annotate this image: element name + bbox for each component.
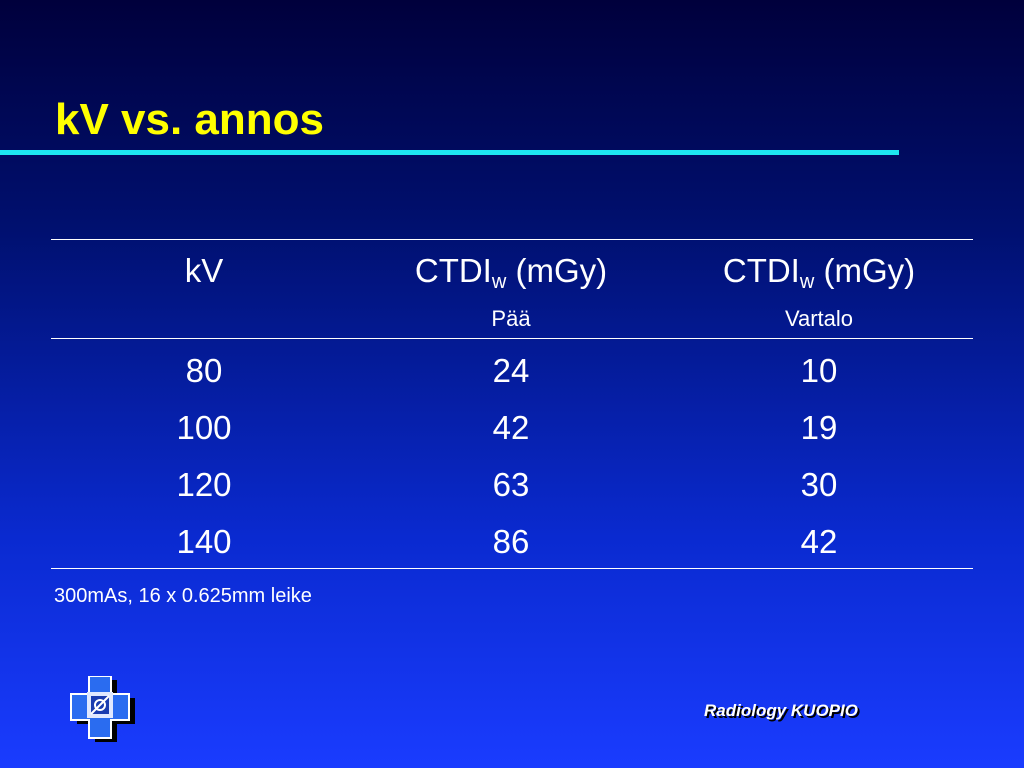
header-ctdi-subscript: w bbox=[491, 271, 507, 293]
cell-ctdi-body: 10 bbox=[800, 352, 838, 389]
table-row: 140 86 42 bbox=[51, 513, 973, 571]
cell-ctdi-body: 42 bbox=[800, 523, 838, 560]
table-header-row: kV CTDIw (mGy) Pää CTDIw (mGy) Vartalo bbox=[51, 240, 973, 338]
cell-kv: 80 bbox=[185, 352, 223, 389]
title-underline bbox=[0, 150, 899, 155]
header-ctdi-label: CTDI bbox=[722, 252, 800, 289]
header-ctdi-subtitle: Vartalo bbox=[784, 306, 854, 331]
cell-ctdi-body: 19 bbox=[800, 409, 838, 446]
slide-title: kV vs. annos bbox=[55, 95, 325, 144]
table-top-rule bbox=[51, 239, 973, 240]
header-ctdi-subscript: w bbox=[799, 271, 815, 293]
cell-ctdi-head: 24 bbox=[492, 352, 530, 389]
table-row: 100 42 19 bbox=[51, 399, 973, 457]
table-footnote: 300mAs, 16 x 0.625mm leike bbox=[54, 585, 312, 607]
cell-kv: 100 bbox=[176, 409, 232, 446]
cell-kv: 140 bbox=[176, 523, 232, 560]
header-ctdi-subtitle: Pää bbox=[491, 306, 531, 331]
table-body: 80 24 10 100 42 19 120 63 30 140 86 42 bbox=[51, 339, 973, 568]
table-row: 120 63 30 bbox=[51, 456, 973, 514]
dose-table: kV CTDIw (mGy) Pää CTDIw (mGy) Vartalo 8… bbox=[51, 239, 973, 569]
table-row: 80 24 10 bbox=[51, 342, 973, 400]
cell-ctdi-head: 86 bbox=[492, 523, 530, 560]
cell-ctdi-body: 30 bbox=[800, 466, 838, 503]
header-ctdi-unit: (mGy) bbox=[506, 252, 608, 289]
table-header-rule bbox=[51, 338, 973, 339]
cell-kv: 120 bbox=[176, 466, 232, 503]
footer-brand: Radiology KUOPIO bbox=[704, 701, 858, 720]
header-kv-label: kV bbox=[184, 252, 224, 289]
cell-ctdi-head: 63 bbox=[492, 466, 530, 503]
table-bottom-rule bbox=[51, 568, 973, 569]
header-ctdi-unit: (mGy) bbox=[814, 252, 916, 289]
header-ctdi-label: CTDI bbox=[414, 252, 492, 289]
cell-ctdi-head: 42 bbox=[492, 409, 530, 446]
cross-logo-icon bbox=[69, 675, 135, 742]
